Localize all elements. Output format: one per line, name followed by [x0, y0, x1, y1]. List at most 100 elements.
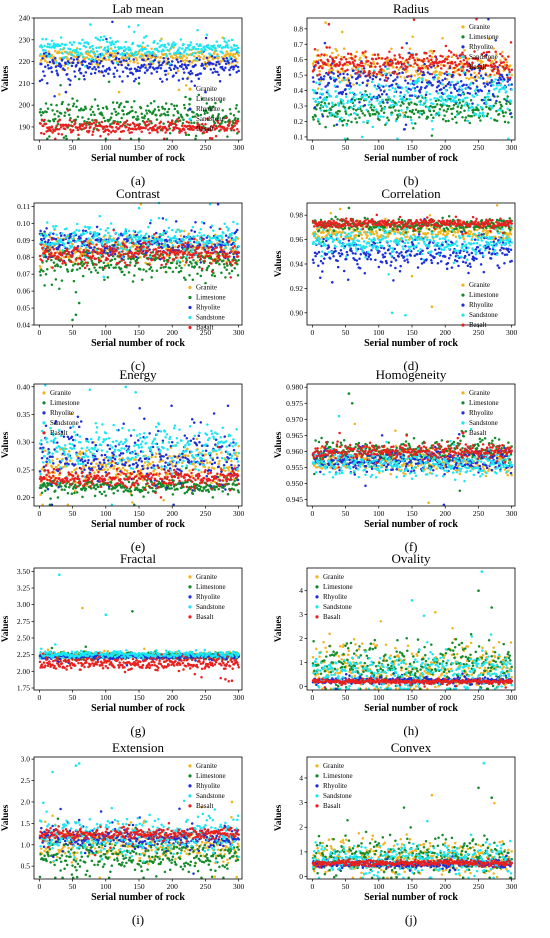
data-point: [54, 117, 57, 121]
data-point: [486, 112, 490, 115]
data-point: [222, 259, 225, 262]
data-point: [136, 61, 139, 65]
data-point: [409, 64, 412, 67]
data-point: [181, 259, 185, 263]
data-point: [43, 118, 46, 122]
data-point: [139, 230, 142, 233]
data-point: [45, 234, 48, 237]
data-point: [234, 238, 237, 241]
data-point: [409, 116, 412, 119]
data-point: [446, 232, 450, 235]
data-point: [319, 92, 322, 95]
data-point: [412, 56, 415, 59]
data-point: [71, 237, 74, 241]
data-point: [385, 121, 388, 125]
data-point: [439, 63, 443, 66]
data-point: [70, 120, 74, 124]
scatter-points: [38, 20, 240, 141]
data-point: [383, 61, 387, 65]
data-point: [161, 217, 165, 220]
data-point: [166, 259, 170, 263]
data-point: [74, 313, 78, 317]
data-point: [67, 251, 71, 254]
data-point: [316, 97, 319, 101]
data-point: [510, 88, 513, 91]
data-point: [435, 73, 438, 77]
data-point: [115, 249, 118, 253]
data-point: [125, 248, 129, 252]
data-point: [166, 48, 169, 52]
data-point: [182, 42, 185, 46]
data-point: [236, 127, 239, 131]
legend-entry: Rhyolite: [469, 43, 493, 51]
data-point: [392, 103, 395, 106]
data-point: [326, 84, 329, 87]
data-point: [334, 103, 337, 106]
data-point: [154, 239, 157, 243]
data-point: [398, 112, 401, 116]
data-point: [174, 65, 177, 68]
data-point: [97, 128, 100, 132]
data-point: [366, 119, 370, 123]
data-point: [348, 87, 351, 91]
data-point: [497, 69, 500, 73]
data-point: [222, 57, 225, 60]
data-point: [210, 240, 213, 244]
data-point: [76, 50, 80, 54]
data-point: [184, 59, 187, 62]
data-point: [485, 114, 489, 118]
data-point: [451, 62, 454, 65]
data-point: [484, 100, 488, 103]
data-point: [160, 242, 163, 245]
data-point: [410, 75, 413, 78]
data-point: [176, 228, 179, 231]
data-point: [347, 114, 351, 117]
data-point: [230, 250, 233, 254]
data-point: [73, 232, 77, 236]
data-point: [214, 134, 218, 138]
data-point: [233, 55, 236, 59]
data-point: [329, 228, 332, 231]
data-point: [202, 234, 206, 237]
data-point: [164, 113, 167, 117]
data-point: [461, 115, 464, 119]
data-point: [414, 108, 418, 112]
data-point: [57, 132, 60, 136]
data-point: [340, 55, 343, 59]
data-point: [332, 59, 336, 63]
data-point: [211, 71, 215, 74]
data-point: [117, 105, 121, 109]
data-point: [180, 229, 183, 232]
data-point: [199, 257, 203, 261]
data-point: [92, 51, 96, 55]
y-tick-label: 0.10: [17, 219, 30, 228]
data-point: [166, 72, 170, 75]
data-point: [116, 246, 119, 250]
data-point: [52, 232, 55, 236]
data-point: [441, 79, 444, 82]
data-point: [214, 46, 217, 50]
data-point: [206, 44, 210, 47]
data-point: [329, 211, 333, 215]
data-point: [399, 60, 402, 64]
data-point: [113, 66, 117, 69]
data-point: [404, 123, 408, 127]
data-point: [95, 120, 98, 124]
data-point: [124, 40, 127, 44]
data-point: [41, 57, 44, 60]
data-point: [177, 51, 181, 54]
data-point: [59, 125, 63, 129]
x-tick-label: 100: [100, 328, 112, 337]
data-point: [115, 56, 118, 59]
data-point: [145, 34, 148, 38]
x-tick-label: 0: [37, 143, 41, 152]
data-point: [71, 53, 74, 57]
data-point: [56, 120, 60, 123]
data-point: [44, 65, 47, 68]
data-point: [394, 58, 397, 61]
data-point: [383, 107, 387, 110]
data-point: [69, 116, 72, 120]
data-point: [346, 68, 349, 72]
data-point: [165, 253, 169, 256]
data-point: [425, 90, 428, 94]
